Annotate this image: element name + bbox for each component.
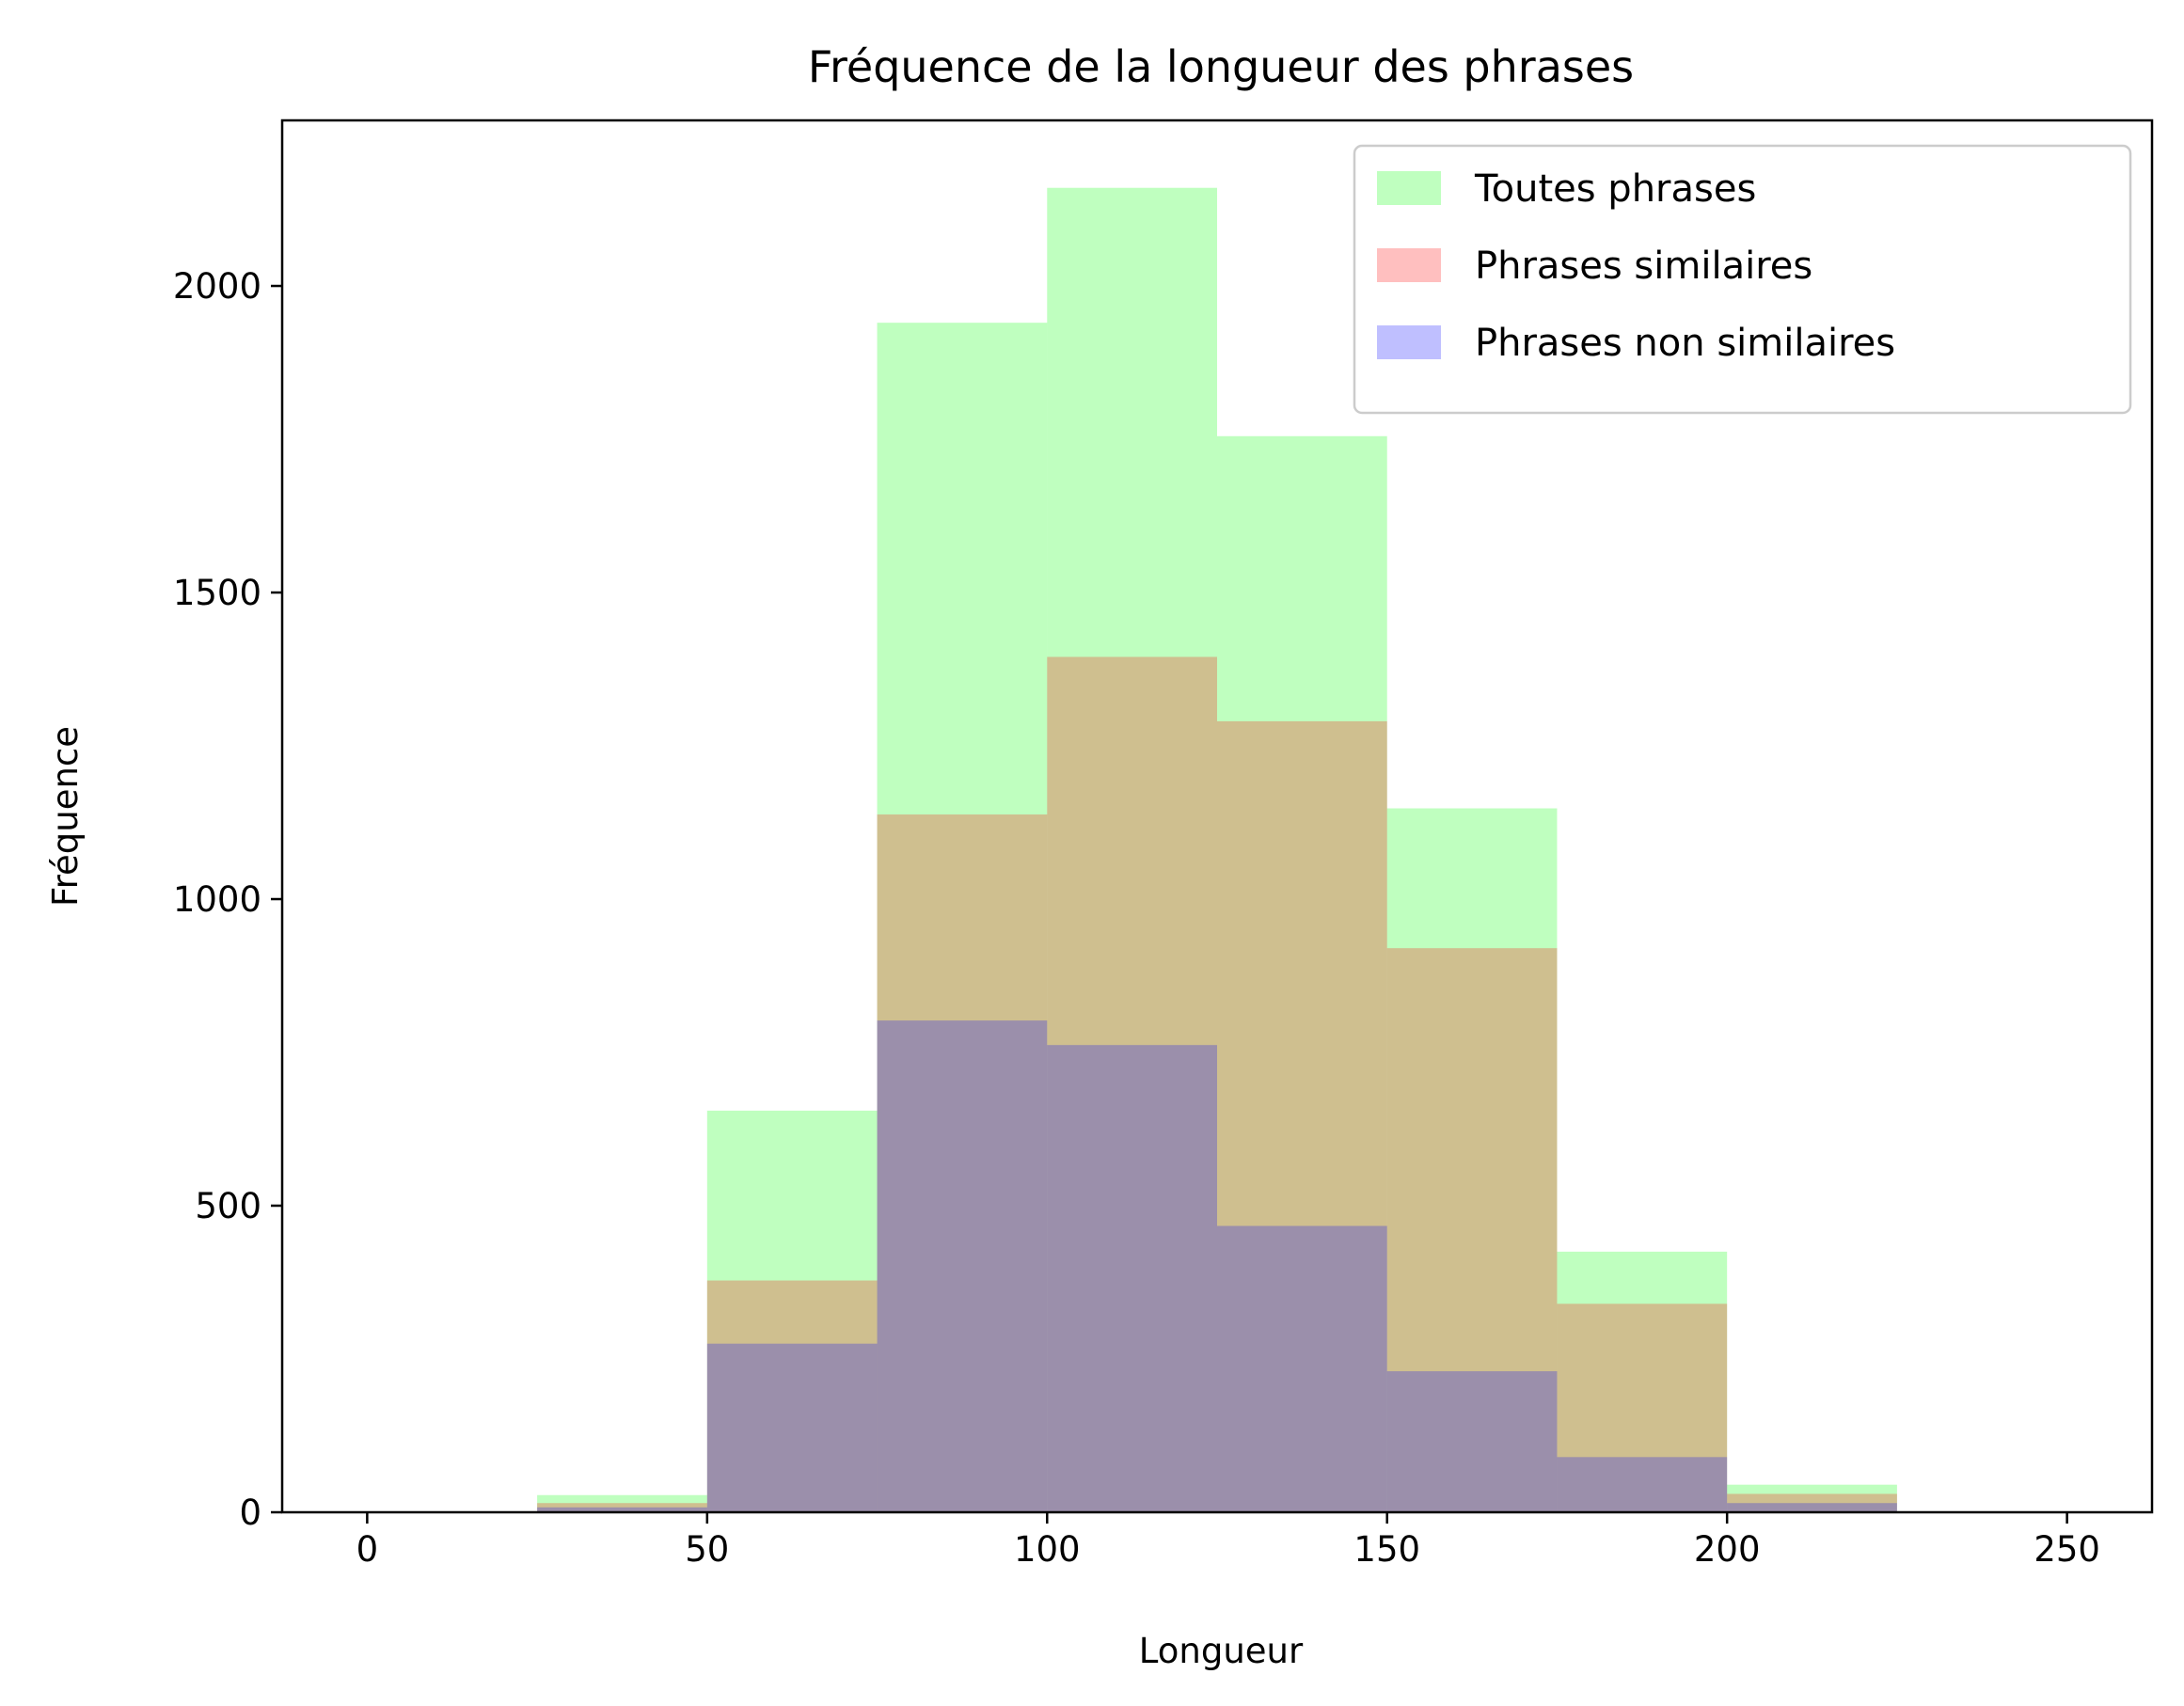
x-axis-label: Longueur — [1139, 1631, 1304, 1671]
bars-layer — [537, 187, 1897, 1513]
bar-2-7 — [1386, 948, 1558, 1512]
x-axis: 0 50 100 150 200 250 — [356, 1512, 2100, 1570]
x-tick-label: 0 — [356, 1529, 379, 1570]
bar-1-3 — [706, 1110, 878, 1512]
legend-swatch-3 — [1377, 325, 1441, 359]
legend-label-1: Toutes phrases — [1474, 167, 1756, 211]
x-tick-label: 200 — [1694, 1529, 1761, 1570]
bar-3-7 — [1386, 1371, 1558, 1512]
x-tick-label: 100 — [1014, 1529, 1081, 1570]
bar-3-3 — [706, 1343, 878, 1512]
y-axis-label: Fréquence — [45, 726, 86, 907]
y-axis: 0 500 1000 1500 2000 — [173, 266, 282, 1533]
bar-2-4 — [877, 814, 1048, 1512]
x-tick-label: 250 — [2034, 1529, 2100, 1570]
bar-1-6 — [1217, 435, 1387, 1512]
legend-label-3: Phrases non similaires — [1475, 322, 1895, 365]
y-tick-label: 1000 — [173, 879, 261, 920]
legend-box — [1353, 144, 2132, 415]
bar-2-6 — [1217, 720, 1387, 1512]
plot-frame — [280, 118, 2154, 1514]
legend-swatch-2 — [1377, 248, 1441, 282]
legend-label-2: Phrases similaires — [1475, 245, 1812, 288]
bar-1-5 — [1047, 187, 1217, 1513]
bar-1-2 — [537, 1494, 707, 1512]
bar-3-4 — [877, 1020, 1048, 1512]
bar-2-3 — [706, 1280, 878, 1512]
y-tick-label: 500 — [195, 1186, 261, 1226]
bar-2-9 — [1727, 1493, 1897, 1512]
bar-1-9 — [1727, 1484, 1897, 1512]
legend: Toutes phrases Phrases similaires Phrases … — [1353, 144, 2132, 415]
bar-2-5 — [1047, 656, 1217, 1512]
y-tick-label: 2000 — [173, 266, 261, 307]
bar-2-2 — [537, 1503, 707, 1512]
legend-swatch-1 — [1377, 171, 1441, 205]
chart-title: Fréquence de la longueur des phrases — [808, 41, 1634, 92]
bar-1-4 — [877, 323, 1048, 1512]
bar-3-5 — [1047, 1045, 1217, 1512]
bar-3-8 — [1557, 1457, 1728, 1512]
bar-1-7 — [1386, 808, 1558, 1512]
bar-3-6 — [1217, 1225, 1387, 1512]
x-tick-label: 150 — [1353, 1529, 1420, 1570]
bar-1-8 — [1557, 1251, 1728, 1512]
bar-3-9 — [1727, 1503, 1897, 1512]
bar-3-2 — [537, 1507, 707, 1512]
bar-2-8 — [1557, 1303, 1728, 1512]
y-tick-label: 0 — [239, 1493, 261, 1533]
y-tick-label: 1500 — [173, 573, 261, 613]
x-tick-label: 50 — [685, 1529, 729, 1570]
